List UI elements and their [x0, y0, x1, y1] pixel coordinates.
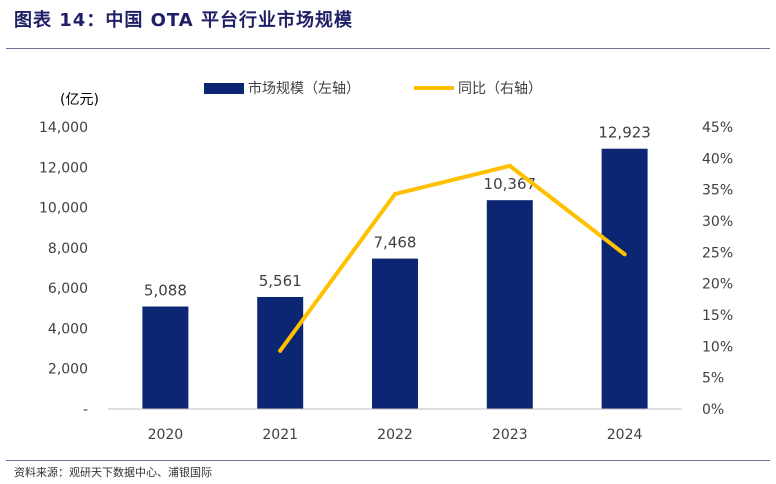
bar — [486, 200, 533, 409]
x-tick-label: 2022 — [377, 427, 413, 443]
line-point — [622, 252, 627, 257]
bar-data-labels: 5,088 5,561 7,468 10,367 12,923 — [144, 124, 651, 300]
growth-line — [278, 163, 627, 353]
bar — [257, 296, 304, 409]
line-series — [278, 163, 627, 353]
bar — [372, 258, 418, 409]
y-right-tick-label: 0% — [702, 402, 724, 418]
y-left-tick-label: - — [83, 402, 88, 418]
y-right-tick-label: 10% — [702, 339, 733, 355]
footer-divider — [6, 460, 770, 461]
source-note: 资料来源：观研天下数据中心、浦银国际 — [14, 466, 212, 479]
bar-value-label: 5,088 — [144, 282, 187, 300]
y-left-axis: - 2,000 4,000 6,000 8,000 10,000 12,000 14,000 — [39, 120, 88, 418]
y-right-tick-label: 15% — [702, 308, 733, 324]
y-right-tick-label: 20% — [702, 277, 733, 293]
bar-value-label: 12,923 — [598, 124, 651, 142]
legend: 市场规模（左轴） 同比（右轴） — [204, 80, 542, 97]
bar-value-label: 7,468 — [374, 234, 417, 252]
y-right-tick-label: 45% — [702, 120, 733, 136]
y-left-unit-label: (亿元) — [60, 92, 99, 108]
title-divider — [6, 48, 770, 49]
x-tick-label: 2020 — [148, 427, 184, 443]
y-right-tick-label: 25% — [702, 245, 733, 261]
y-left-tick-label: 6,000 — [48, 281, 88, 297]
y-left-tick-label: 4,000 — [48, 321, 88, 337]
y-right-tick-label: 5% — [702, 371, 724, 387]
figure-title: 图表 14：中国 OTA 平台行业市场规模 — [14, 10, 353, 31]
combo-chart: 市场规模（左轴） 同比（右轴） (亿元) - 2,000 4,000 6,000 8,0… — [39, 80, 733, 443]
bar-series — [142, 148, 648, 409]
figure-header: 图表 14：中国 OTA 平台行业市场规模 — [0, 0, 776, 52]
y-left-tick-label: 8,000 — [48, 241, 88, 257]
bar — [601, 148, 648, 409]
y-right-tick-label: 35% — [702, 183, 733, 199]
bar — [142, 306, 189, 409]
y-left-tick-label: 14,000 — [39, 120, 88, 136]
y-right-axis: 0% 5% 10% 15% 20% 25% 30% 35% 40% 45% — [702, 120, 733, 418]
legend-label-bar: 市场规模（左轴） — [248, 80, 360, 97]
x-axis: 2020 2021 2022 2023 2024 — [148, 427, 643, 443]
x-tick-label: 2023 — [492, 427, 528, 443]
bar-value-label: 5,561 — [259, 272, 302, 290]
legend-label-line: 同比（右轴） — [458, 81, 542, 97]
y-left-tick-label: 2,000 — [48, 362, 88, 378]
x-tick-label: 2024 — [607, 427, 643, 443]
chart-area: 市场规模（左轴） 同比（右轴） (亿元) - 2,000 4,000 6,000 8,0… — [0, 52, 776, 458]
y-right-tick-label: 40% — [702, 151, 733, 167]
line-point — [507, 163, 512, 168]
line-point — [393, 192, 397, 197]
y-left-tick-label: 10,000 — [39, 201, 88, 217]
bar-value-label: 10,367 — [484, 175, 537, 193]
legend-swatch-bar — [204, 83, 244, 94]
x-tick-label: 2021 — [262, 427, 298, 443]
y-right-tick-label: 30% — [702, 214, 733, 230]
y-left-tick-label: 12,000 — [39, 160, 88, 176]
line-point — [278, 348, 283, 353]
